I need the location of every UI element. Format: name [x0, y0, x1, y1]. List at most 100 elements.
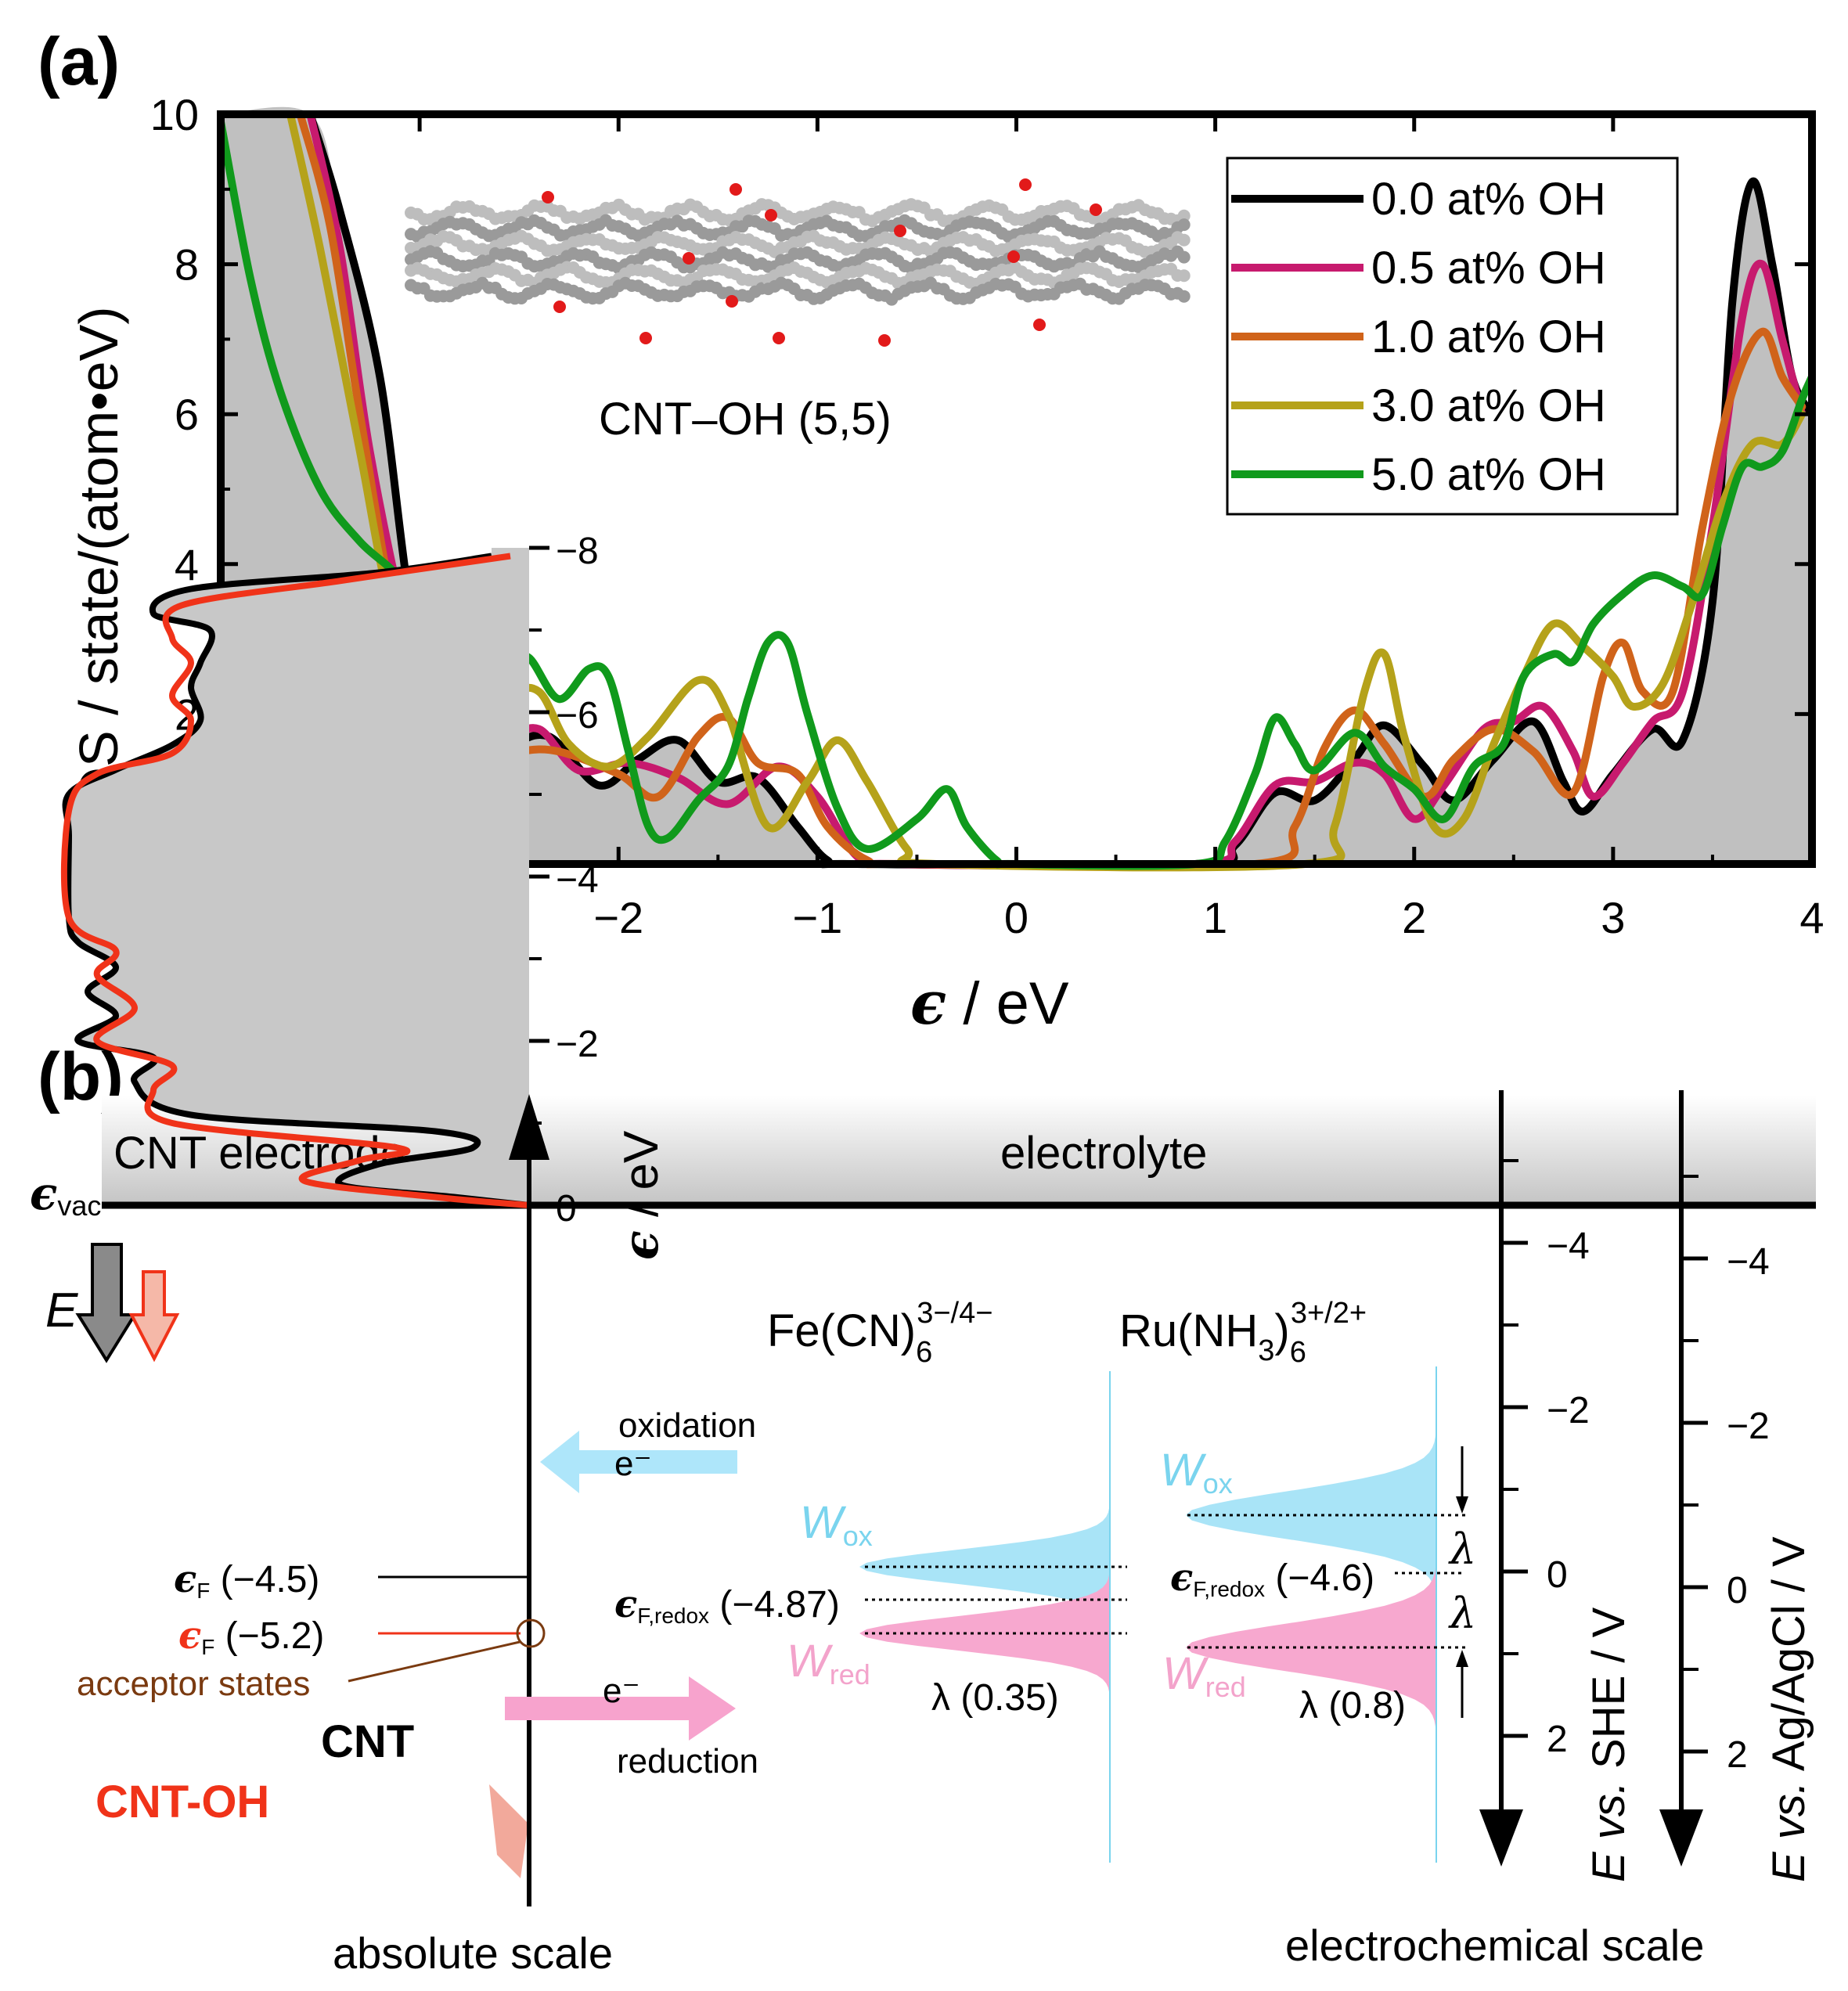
agcl-axis-title-vs: vs.: [1763, 1781, 1814, 1852]
reduction-arrow: [505, 1676, 736, 1741]
epsilon-tick-label: −2: [556, 1024, 599, 1065]
ru-lambda-label: λ (0.8): [1299, 1685, 1406, 1726]
fermi-cnt-sub: F: [196, 1579, 210, 1603]
panel-a-label: (a): [38, 24, 120, 99]
cnt-energy-arrow: [75, 1243, 138, 1363]
y-tick-label: 10: [150, 90, 199, 139]
oxygen-atom: [639, 332, 652, 344]
ru-couple-sub1: 3: [1258, 1334, 1274, 1367]
epsilon-axis-ticks: 0 −2 −4 −6 −8: [529, 531, 599, 1230]
epsilon-axis-title-symbol: ϵ: [612, 1230, 669, 1260]
cntoh-curve-label: CNT-OH: [95, 1777, 269, 1827]
x-axis-title-symbol: ϵ: [910, 968, 946, 1038]
legend-label: 0.5 at% OH: [1371, 243, 1606, 293]
she-tick-label: 2: [1547, 1719, 1568, 1760]
ru-couple-sup: 3+/2+: [1291, 1297, 1367, 1330]
x-tick-label: −1: [792, 893, 842, 942]
ru-gaussians: [1186, 1359, 1436, 1804]
fermi-cntoh-symbol: ϵ: [178, 1614, 201, 1658]
ru-eps-redox-label: ϵF,redox (−4.6): [1170, 1556, 1374, 1601]
she-tick-label: −2: [1547, 1390, 1590, 1431]
oxidation-label: oxidation: [618, 1406, 756, 1445]
ru-wred-sub: red: [1205, 1671, 1246, 1703]
epsilon-tick-label: 0: [556, 1188, 577, 1230]
reduction-label: reduction: [617, 1742, 758, 1780]
inset-label: CNT–OH (5,5): [599, 394, 892, 445]
atom: [1177, 290, 1191, 303]
cnt-dos-series-group: [60, 553, 530, 1208]
fe-eps-sub: F,redox: [637, 1604, 709, 1628]
epsilon-tick-label: −6: [556, 695, 599, 736]
x-axis-title: ϵ / eV: [910, 968, 1069, 1038]
ru-wox-distribution: [1186, 1359, 1436, 1672]
x-tick-label: 3: [1601, 893, 1625, 942]
agcl-tick-label: 0: [1727, 1570, 1748, 1611]
oxygen-atom: [553, 301, 566, 313]
ru-lambda-arrow-bottom-head: [1456, 1650, 1468, 1667]
oxidation-arrow: [540, 1431, 737, 1493]
oxygen-atom: [765, 209, 777, 221]
she-axis-ticks: −4 −2 0 2: [1501, 1159, 1590, 1760]
ru-eps-value: (−4.6): [1265, 1557, 1374, 1599]
oxygen-atom: [1007, 250, 1020, 263]
ru-couple-paren: ): [1274, 1305, 1289, 1356]
agcl-axis-title-e: E: [1763, 1851, 1814, 1882]
eps-vac-symbol: ϵ: [30, 1167, 57, 1220]
oxidation-electron: e⁻: [614, 1445, 652, 1483]
ru-wox-sub: ox: [1203, 1467, 1233, 1500]
agcl-axis-ticks: −4 −2 0 2: [1681, 1175, 1770, 1776]
fermi-cntoh-value: (−5.2): [214, 1615, 324, 1657]
ru-wox-main: W: [1160, 1445, 1207, 1496]
electrolyte-label: electrolyte: [1000, 1128, 1207, 1179]
oxygen-atom: [1090, 203, 1102, 216]
x-tick-label: 1: [1203, 893, 1227, 942]
she-axis-title-vs: vs.: [1583, 1781, 1634, 1852]
eps-vac-subscript: vac: [57, 1190, 101, 1222]
legend-label: 0.0 at% OH: [1371, 174, 1606, 225]
atom: [1177, 250, 1191, 264]
legend: 0.0 at% OH 0.5 at% OH 1.0 at% OH 3.0 at% OH…: [1226, 157, 1679, 516]
epsilon-axis-title: ϵ / eV: [612, 1130, 669, 1260]
y-tick-label: 8: [175, 240, 199, 290]
y-tick-label: 4: [175, 540, 199, 589]
oxygen-atom: [773, 332, 785, 344]
epsilon-axis-arrowhead: [509, 1094, 549, 1160]
ru-couple-label: Ru(NH3)6 3+/2+: [1119, 1297, 1367, 1369]
ru-eps-symbol: ϵ: [1170, 1556, 1193, 1600]
oxygen-atom: [729, 183, 742, 196]
she-axis-title-e: E: [1583, 1851, 1634, 1882]
energy-e-label: E: [45, 1284, 78, 1338]
acceptor-states-label: acceptor states: [77, 1665, 310, 1703]
oxygen-atom: [683, 252, 695, 265]
x-tick-label: −2: [593, 893, 643, 942]
agcl-tick-label: −4: [1727, 1241, 1770, 1283]
epsilon-axis-title-unit: / eV: [614, 1130, 668, 1230]
she-axis-title: E vs. SHE / V: [1583, 1607, 1634, 1882]
fermi-cnt-label: ϵF (−4.5): [174, 1557, 319, 1603]
fermi-cnt-symbol: ϵ: [174, 1557, 196, 1601]
oxygen-atom: [1019, 178, 1032, 191]
agcl-axis-arrowhead: [1659, 1809, 1703, 1867]
ru-wred-main: W: [1162, 1648, 1209, 1699]
ru-wred-distribution: [1186, 1491, 1436, 1804]
she-tick-label: 0: [1547, 1554, 1568, 1596]
electrochemical-scale-label: electrochemical scale: [1285, 1921, 1704, 1970]
agcl-axis-title-rest: Ag/AgCl / V: [1763, 1536, 1814, 1781]
fe-wox-label: Wox: [800, 1497, 873, 1552]
fe-wred-main: W: [787, 1636, 834, 1687]
atom: [1177, 209, 1191, 222]
oxygen-atom: [542, 191, 554, 203]
fe-couple-label: Fe(CN)6 3−/4−: [767, 1297, 992, 1369]
agcl-tick-label: −2: [1727, 1406, 1770, 1447]
fe-eps-redox-label: ϵF,redox (−4.87): [614, 1582, 840, 1628]
cnt-dos-line-1: [60, 553, 530, 1208]
x-axis-title-unit: / eV: [946, 970, 1069, 1037]
ru-lambda-arrow-top-head: [1456, 1496, 1468, 1514]
ru-wox-label: Wox: [1160, 1445, 1233, 1500]
fe-wox-sub: ox: [843, 1520, 873, 1552]
reduction-electron: e⁻: [603, 1672, 640, 1710]
ru-eps-sub: F,redox: [1193, 1577, 1265, 1601]
x-tick-label: 2: [1402, 893, 1426, 942]
ru-lambda-upper: λ: [1448, 1525, 1476, 1574]
atom: [1177, 269, 1191, 283]
